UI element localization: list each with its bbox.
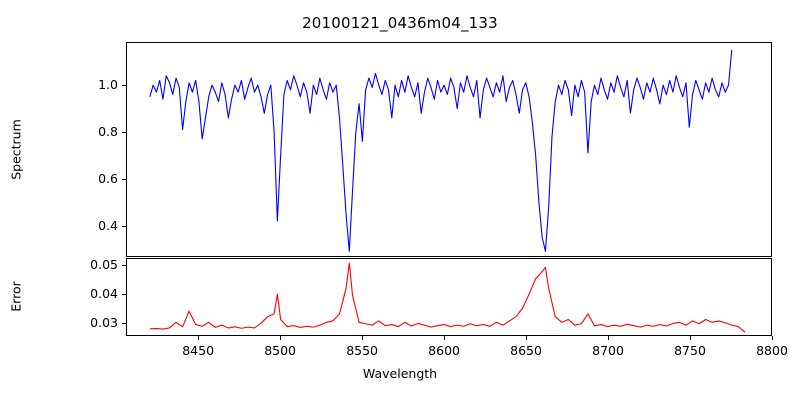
- x-tick-mark: [526, 336, 528, 340]
- spectrum-ytick-label: 0.4: [98, 218, 118, 234]
- x-tick-mark: [690, 336, 692, 340]
- spectrum-ytick-label: 1.0: [98, 76, 118, 92]
- x-tick-label: 8600: [428, 343, 460, 358]
- x-tick-mark: [362, 336, 364, 340]
- error-ytick-label: 0.03: [90, 315, 118, 330]
- error-plot-area: [126, 258, 772, 336]
- x-axis-label: Wavelength: [362, 366, 438, 381]
- x-tick-label: 8800: [756, 343, 788, 358]
- spectrum-ytick-label: 0.6: [98, 171, 118, 187]
- error-axis-label: Error: [8, 281, 24, 312]
- x-tick-mark: [198, 336, 200, 340]
- x-tick-mark: [608, 336, 610, 340]
- spectrum-ytick-mark: [122, 131, 126, 133]
- spectrum-axis-label: Spectrum: [8, 118, 24, 180]
- x-tick-label: 8450: [182, 343, 215, 358]
- error-ytick-label: 0.05: [90, 257, 118, 273]
- x-tick-label: 8500: [264, 343, 297, 358]
- spectrum-plot-area: [126, 42, 772, 257]
- page-title: 20100121_0436m04_133: [302, 14, 498, 32]
- x-tick-label: 8750: [674, 343, 706, 358]
- x-tick-label: 8550: [346, 343, 378, 358]
- spectrum-line-series: [127, 43, 771, 256]
- error-line-series: [127, 259, 771, 335]
- x-tick-mark: [772, 336, 774, 340]
- spectrum-ytick-mark: [122, 179, 126, 181]
- x-tick-mark: [444, 336, 446, 340]
- error-ytick-label: 0.04: [90, 286, 118, 302]
- error-ytick-mark: [122, 265, 126, 267]
- spectrum-ytick-mark: [122, 84, 126, 86]
- x-tick-label: 8700: [592, 343, 624, 358]
- error-ytick-mark: [122, 294, 126, 296]
- spectrum-ytick-label: 0.8: [98, 123, 118, 139]
- x-tick-label: 8650: [510, 343, 542, 358]
- spectrum-ytick-mark: [122, 226, 126, 228]
- x-tick-mark: [280, 336, 282, 340]
- error-ytick-mark: [122, 323, 126, 325]
